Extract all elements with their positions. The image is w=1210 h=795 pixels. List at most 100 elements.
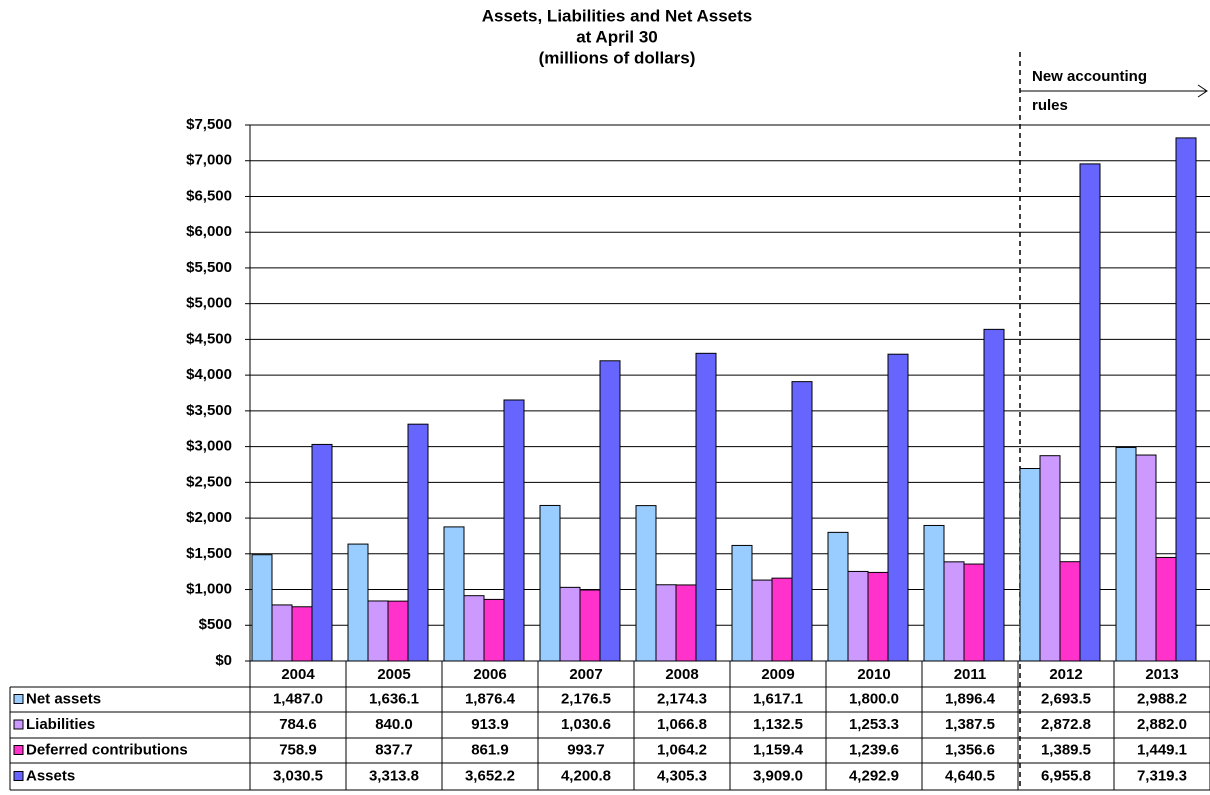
legend-label: Liabilities [26, 716, 95, 733]
bar [503, 399, 525, 662]
data-label: 2,872.8 [1041, 716, 1091, 733]
bar [463, 595, 485, 662]
x-tick-label: 2010 [857, 666, 890, 683]
data-label: 1,876.4 [465, 690, 516, 707]
data-label: 1,064.2 [657, 741, 707, 758]
data-label: 1,800.0 [849, 690, 899, 707]
x-tick-label: 2011 [954, 666, 987, 683]
data-label: 3,652.2 [465, 767, 515, 784]
data-label: 2,174.3 [657, 690, 707, 707]
bar [443, 526, 465, 662]
x-tick-label: 2004 [281, 666, 315, 683]
bar [1019, 468, 1041, 662]
bar [963, 563, 985, 662]
bar [1079, 163, 1101, 662]
chart-title: (millions of dollars) [539, 48, 696, 67]
bar [367, 600, 389, 662]
data-label: 1,896.4 [945, 690, 996, 707]
data-label: 1,030.6 [561, 716, 611, 733]
bar [675, 584, 697, 662]
y-tick-label: $6,000 [186, 223, 232, 240]
data-label: 913.9 [471, 716, 509, 733]
data-label: 1,636.1 [369, 690, 419, 707]
legend-label: Net assets [26, 690, 101, 707]
y-tick-label: $1,500 [186, 545, 232, 562]
bar [347, 543, 369, 662]
data-label: 1,132.5 [753, 716, 803, 733]
bar [251, 554, 273, 662]
legend-label: Assets [26, 767, 75, 784]
y-tick-label: $5,500 [186, 259, 232, 276]
bar [1039, 455, 1061, 662]
bar [311, 443, 333, 662]
arrow-head [1197, 84, 1208, 98]
y-tick-label: $2,000 [186, 509, 232, 526]
data-label: 4,200.8 [561, 767, 611, 784]
y-tick-label: $500 [199, 616, 232, 633]
y-tick-label: $7,500 [186, 116, 232, 133]
data-label: 758.9 [279, 741, 317, 758]
data-label: 3,030.5 [273, 767, 323, 784]
bar [655, 584, 677, 662]
x-tick-label: 2007 [569, 666, 602, 683]
data-label: 2,693.5 [1041, 690, 1091, 707]
x-tick-label: 2006 [473, 666, 506, 683]
data-label: 7,319.3 [1137, 767, 1187, 784]
x-tick-label: 2013 [1145, 666, 1178, 683]
bar [271, 604, 293, 662]
data-label: 4,640.5 [945, 767, 995, 784]
data-label: 784.6 [279, 716, 317, 733]
data-label: 2,988.2 [1137, 690, 1187, 707]
bar [1059, 561, 1081, 662]
bar [731, 544, 753, 662]
bar [407, 423, 429, 662]
annotation: rules [1032, 97, 1068, 114]
y-tick-label: $4,000 [186, 366, 232, 383]
y-tick-label: $4,500 [186, 330, 232, 347]
annotation: New accounting [1032, 68, 1147, 85]
chart-title: at April 30 [576, 27, 658, 46]
bar [771, 577, 793, 662]
x-tick-label: 2008 [665, 666, 698, 683]
bar [483, 598, 505, 662]
legend-key [13, 719, 24, 730]
data-label: 1,253.3 [849, 716, 899, 733]
data-label: 1,449.1 [1137, 741, 1187, 758]
legend-label: Deferred contributions [26, 741, 188, 758]
legend-key [13, 745, 24, 755]
data-label: 4,305.3 [657, 767, 707, 784]
data-label: 1,159.4 [753, 741, 804, 758]
y-tick-label: $0 [215, 652, 232, 669]
x-tick-label: 2009 [761, 666, 794, 683]
bar [1115, 446, 1137, 662]
bar [983, 328, 1005, 662]
data-label: 837.7 [375, 741, 413, 758]
bar [291, 606, 313, 662]
data-label: 2,176.5 [561, 690, 611, 707]
data-label: 1,389.5 [1041, 741, 1091, 758]
bar [1135, 454, 1157, 662]
y-tick-label: $6,500 [186, 187, 232, 204]
bar [943, 561, 965, 662]
bar [559, 586, 581, 662]
data-label: 2,882.0 [1137, 716, 1187, 733]
y-tick-label: $1,000 [186, 581, 232, 598]
bar [1175, 137, 1197, 662]
x-tick-label: 2012 [1049, 666, 1082, 683]
y-tick-label: $7,000 [186, 152, 232, 169]
x-tick-label: 2005 [377, 666, 410, 683]
bar [579, 589, 601, 662]
data-label: 1,617.1 [753, 690, 803, 707]
legend-key [13, 694, 24, 704]
data-label: 4,292.9 [849, 767, 899, 784]
y-tick-label: $2,500 [186, 473, 232, 490]
bar [827, 531, 849, 662]
bar [695, 352, 717, 662]
data-label: 1,356.6 [945, 741, 995, 758]
bar [539, 504, 561, 662]
data-label: 6,955.8 [1041, 767, 1091, 784]
data-label: 993.7 [567, 741, 605, 758]
bar [887, 353, 909, 662]
bar [635, 505, 657, 662]
